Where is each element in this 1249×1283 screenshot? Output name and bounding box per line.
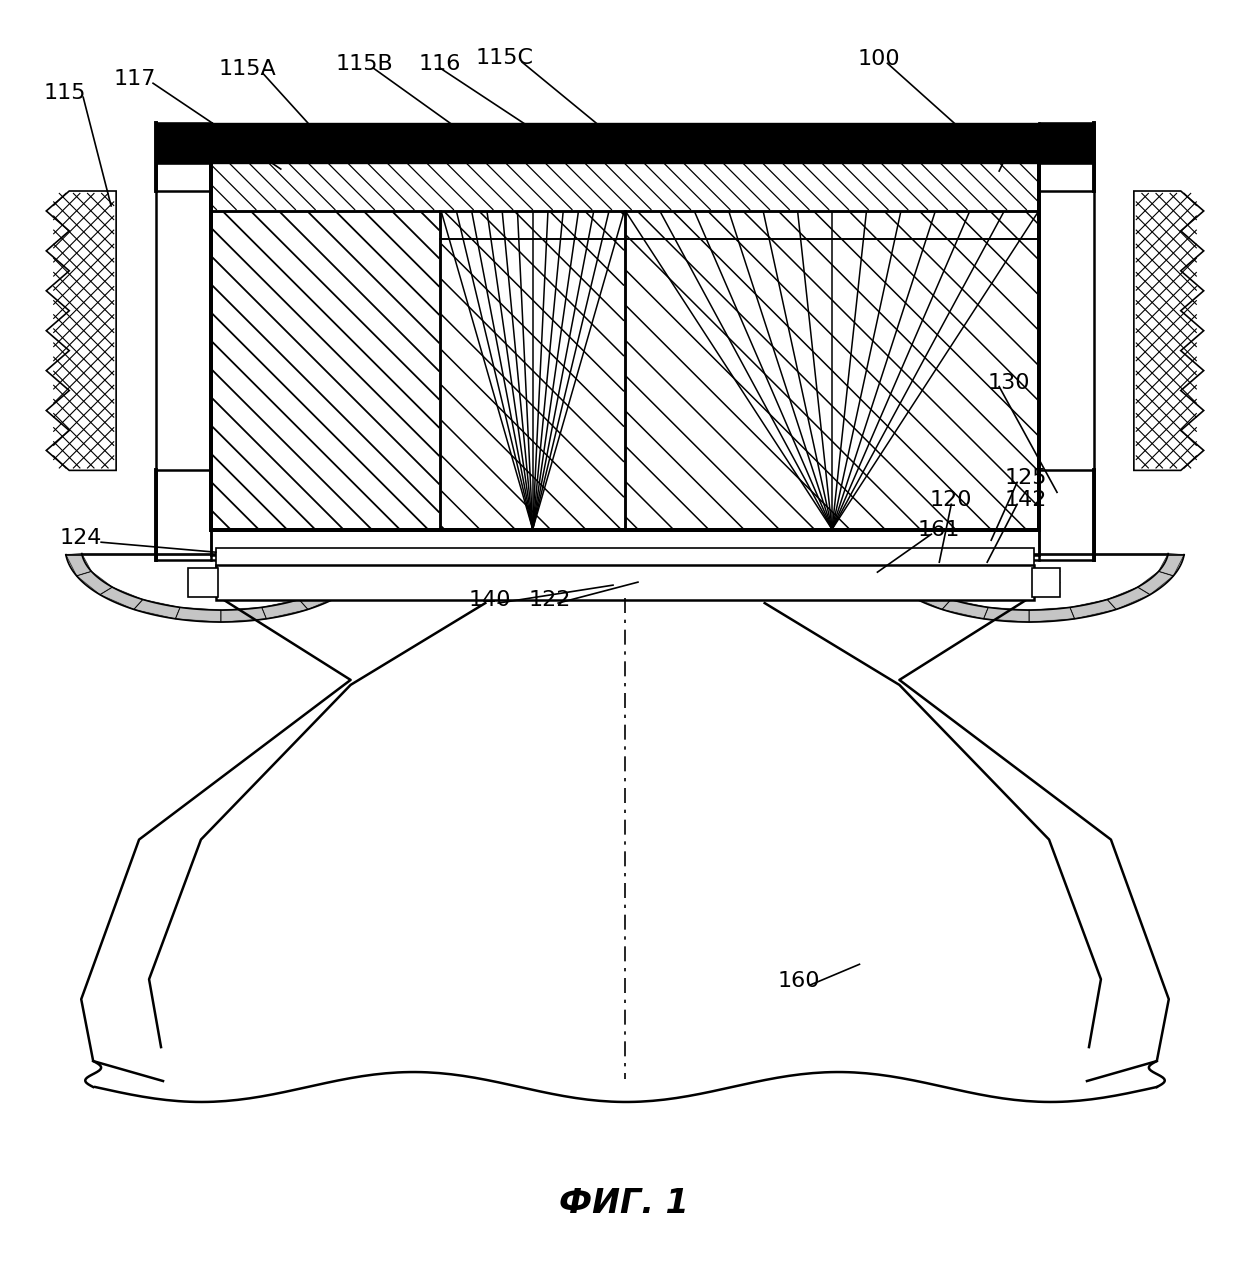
Polygon shape — [175, 607, 221, 622]
Text: 130: 130 — [987, 372, 1029, 393]
Text: 142: 142 — [1004, 490, 1047, 511]
Bar — [216, 548, 1034, 567]
Polygon shape — [874, 553, 899, 576]
Polygon shape — [1070, 599, 1117, 618]
Text: ФИГ. 1: ФИГ. 1 — [560, 1187, 689, 1220]
Text: 115A: 115A — [219, 59, 277, 80]
Bar — [1032, 568, 1060, 597]
Text: 160: 160 — [778, 971, 821, 992]
Text: 110: 110 — [1007, 139, 1049, 159]
Polygon shape — [1138, 571, 1173, 595]
Polygon shape — [1039, 123, 1094, 561]
Polygon shape — [262, 599, 309, 618]
Polygon shape — [1134, 191, 1204, 471]
Polygon shape — [942, 599, 988, 618]
Polygon shape — [1107, 588, 1150, 609]
Bar — [216, 566, 1034, 600]
Text: 120: 120 — [929, 490, 972, 511]
Polygon shape — [351, 553, 376, 576]
Polygon shape — [908, 588, 950, 609]
Polygon shape — [156, 123, 211, 561]
Text: 115C: 115C — [476, 49, 533, 68]
Polygon shape — [1159, 553, 1184, 576]
Text: 100: 100 — [858, 49, 901, 69]
Bar — [187, 568, 217, 597]
Polygon shape — [299, 588, 342, 609]
Text: 140: 140 — [468, 590, 511, 611]
Polygon shape — [46, 191, 116, 471]
Text: 124: 124 — [59, 529, 101, 548]
Polygon shape — [221, 607, 266, 622]
Text: 116: 116 — [418, 54, 461, 74]
Polygon shape — [76, 571, 112, 595]
Text: 122: 122 — [528, 590, 571, 611]
Polygon shape — [100, 588, 142, 609]
Text: 125: 125 — [1004, 468, 1047, 489]
Polygon shape — [66, 553, 91, 576]
Bar — [211, 157, 1039, 530]
Polygon shape — [984, 607, 1029, 622]
Bar — [211, 157, 1039, 530]
Polygon shape — [330, 571, 365, 595]
Text: 115: 115 — [44, 83, 86, 103]
Polygon shape — [884, 571, 921, 595]
Polygon shape — [134, 599, 180, 618]
Text: 115B: 115B — [336, 54, 393, 74]
Text: 161: 161 — [917, 521, 959, 540]
Polygon shape — [1029, 607, 1074, 622]
Text: 117: 117 — [114, 69, 156, 90]
